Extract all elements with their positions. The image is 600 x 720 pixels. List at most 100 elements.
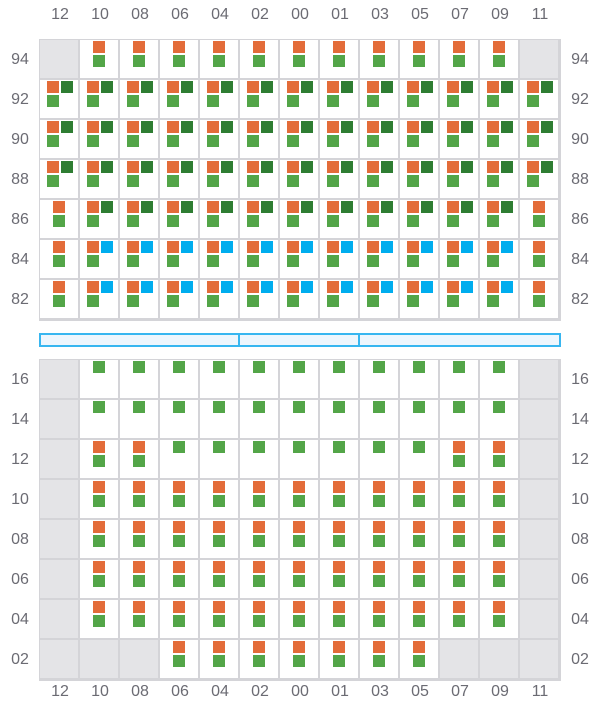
seat-cell[interactable] [280, 480, 318, 518]
seat-cell[interactable] [480, 120, 518, 158]
seat-cell[interactable] [120, 240, 158, 278]
seat-cell[interactable] [40, 160, 78, 198]
seat-cell[interactable] [40, 120, 78, 158]
seat-cell[interactable] [120, 400, 158, 438]
seat-cell[interactable] [440, 600, 478, 638]
seat-cell[interactable] [480, 200, 518, 238]
seat-cell[interactable] [440, 520, 478, 558]
seat-cell[interactable] [360, 400, 398, 438]
seat-cell[interactable] [440, 400, 478, 438]
seat-cell[interactable] [160, 280, 198, 318]
seat-cell[interactable] [360, 360, 398, 398]
seat-cell[interactable] [440, 280, 478, 318]
seat-cell[interactable] [200, 520, 238, 558]
seat-cell[interactable] [480, 40, 518, 78]
seat-cell[interactable] [120, 560, 158, 598]
seat-cell[interactable] [520, 160, 558, 198]
seat-cell[interactable] [440, 120, 478, 158]
seat-cell[interactable] [120, 160, 158, 198]
seat-cell[interactable] [400, 80, 438, 118]
seat-cell[interactable] [320, 480, 358, 518]
seat-cell[interactable] [400, 280, 438, 318]
seat-cell[interactable] [240, 480, 278, 518]
seat-cell[interactable] [440, 560, 478, 598]
seat-cell[interactable] [400, 520, 438, 558]
seat-cell[interactable] [160, 440, 198, 478]
seat-cell[interactable] [160, 520, 198, 558]
seat-cell[interactable] [200, 40, 238, 78]
seat-cell[interactable] [280, 280, 318, 318]
seat-cell[interactable] [40, 280, 78, 318]
seat-cell[interactable] [280, 560, 318, 598]
seat-cell[interactable] [80, 160, 118, 198]
seat-cell[interactable] [240, 400, 278, 438]
seat-cell[interactable] [280, 440, 318, 478]
seat-cell[interactable] [320, 640, 358, 678]
seat-cell[interactable] [200, 120, 238, 158]
seat-cell[interactable] [160, 400, 198, 438]
seat-cell[interactable] [400, 40, 438, 78]
seat-cell[interactable] [360, 200, 398, 238]
seat-cell[interactable] [400, 360, 438, 398]
seat-cell[interactable] [200, 440, 238, 478]
seat-cell[interactable] [280, 520, 318, 558]
seat-cell[interactable] [360, 160, 398, 198]
seat-cell[interactable] [440, 240, 478, 278]
seat-cell[interactable] [160, 240, 198, 278]
seat-cell[interactable] [320, 200, 358, 238]
seat-cell[interactable] [120, 280, 158, 318]
seat-cell[interactable] [80, 40, 118, 78]
seat-cell[interactable] [80, 80, 118, 118]
seat-cell[interactable] [80, 120, 118, 158]
seat-cell[interactable] [160, 40, 198, 78]
seat-cell[interactable] [40, 240, 78, 278]
seat-cell[interactable] [480, 400, 518, 438]
seat-cell[interactable] [200, 560, 238, 598]
seat-cell[interactable] [160, 120, 198, 158]
seat-cell[interactable] [520, 200, 558, 238]
seat-cell[interactable] [520, 80, 558, 118]
seat-cell[interactable] [320, 520, 358, 558]
seat-cell[interactable] [400, 160, 438, 198]
seat-cell[interactable] [480, 80, 518, 118]
seat-cell[interactable] [80, 560, 118, 598]
seat-cell[interactable] [120, 440, 158, 478]
seat-cell[interactable] [80, 400, 118, 438]
seat-cell[interactable] [200, 600, 238, 638]
seat-cell[interactable] [120, 200, 158, 238]
seat-cell[interactable] [400, 640, 438, 678]
seat-cell[interactable] [240, 160, 278, 198]
seat-cell[interactable] [400, 600, 438, 638]
seat-cell[interactable] [200, 360, 238, 398]
seat-cell[interactable] [240, 240, 278, 278]
seat-cell[interactable] [200, 160, 238, 198]
seat-cell[interactable] [200, 640, 238, 678]
seat-cell[interactable] [160, 640, 198, 678]
seat-cell[interactable] [360, 480, 398, 518]
seat-cell[interactable] [120, 520, 158, 558]
seat-cell[interactable] [240, 80, 278, 118]
seat-cell[interactable] [520, 240, 558, 278]
seat-cell[interactable] [240, 360, 278, 398]
seat-cell[interactable] [80, 600, 118, 638]
seat-cell[interactable] [440, 40, 478, 78]
seat-cell[interactable] [160, 560, 198, 598]
seat-cell[interactable] [400, 120, 438, 158]
seat-cell[interactable] [320, 360, 358, 398]
seat-cell[interactable] [360, 80, 398, 118]
seat-cell[interactable] [240, 40, 278, 78]
seat-cell[interactable] [400, 400, 438, 438]
seat-cell[interactable] [160, 200, 198, 238]
seat-cell[interactable] [280, 400, 318, 438]
seat-cell[interactable] [280, 600, 318, 638]
seat-cell[interactable] [280, 160, 318, 198]
seat-cell[interactable] [360, 640, 398, 678]
seat-cell[interactable] [200, 400, 238, 438]
seat-cell[interactable] [120, 600, 158, 638]
seat-cell[interactable] [320, 400, 358, 438]
seat-cell[interactable] [400, 200, 438, 238]
seat-cell[interactable] [360, 280, 398, 318]
seat-cell[interactable] [120, 480, 158, 518]
seat-cell[interactable] [280, 40, 318, 78]
seat-cell[interactable] [240, 520, 278, 558]
